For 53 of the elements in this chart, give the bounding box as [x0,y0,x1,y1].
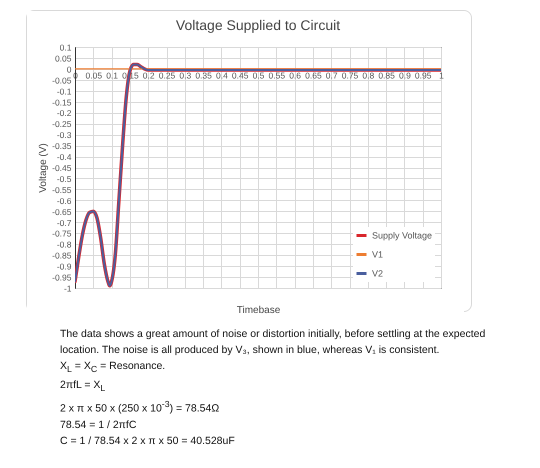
y-tick-label: -0.05 [52,75,72,86]
x-tick-label: 0.6 [289,70,302,80]
x-tick-label: 0.25 [158,70,176,80]
x-tick-label: 0.45 [232,70,249,80]
x-tick-label: 0.35 [195,70,212,80]
y-tick-label: -0.7 [56,218,72,228]
x-tick-label: 0.7 [326,70,338,80]
y-tick-label: -0.2 [56,108,72,118]
text: C = 1 / 78.54 x 2 x π x 50 = 40.528uF [60,434,236,449]
y-tick-label: -0.85 [52,250,72,261]
x-tick-label: 0.85 [378,70,396,80]
x-tick-label: 0.2 [142,70,155,80]
x-axis-title: Timebase [236,305,281,316]
text: X$_{L}$ = X$_{C}$ = Resonance. [60,359,166,376]
x-tick-label: 0.9 [398,70,412,80]
y-tick-label: -0.9 [56,262,72,272]
x-tick-label: 0.3 [179,70,192,80]
x-tick-label: 0.55 [268,70,286,80]
y-tick-label: 0.05 [54,53,72,64]
y-tick-label: -0.4 [56,152,72,162]
y-tick-label: 0.1 [60,42,72,52]
y-tick-label: -0.1 [56,86,72,96]
chart-title: Voltage Supplied to Circuit [176,17,340,33]
x-tick-label: 0.65 [305,70,322,80]
y-tick-label: -0.55 [52,184,72,195]
x-tick-label: 0.4 [216,70,228,80]
legend-label: V1 [372,250,384,260]
legend-label: V2 [372,268,384,278]
text: 78.54 = 1 / 2πfC [60,418,138,433]
y-tick-label: -0.8 [56,240,72,250]
x-tick-label: 0.05 [86,70,102,80]
text: 2 x π x 50 x (250 x 10$^{-3}$) = 78.54Ω [60,398,220,417]
legend-label: Supply Voltage [372,230,432,240]
y-tick-label: -0.95 [52,272,72,283]
x-tick-label: 1 [439,70,444,80]
y-axis-title: Voltage (V) [38,143,50,193]
y-tick-label: -1 [64,284,72,294]
y-tick-label: -0.3 [56,130,72,140]
text: 2πfL = X$_{L}$ [60,378,106,396]
y-tick-label: -0.15 [52,97,72,108]
y-tick-label: -0.65 [52,206,72,217]
text: The data shows a great amount of noise or distortion initially, before settling at the expected location. The noise is all produced by V₃, shown in blue, whereas V₁ is consistent. [60,327,486,358]
y-tick-label: -0.5 [56,174,72,184]
x-tick-label: 0.8 [362,70,374,80]
x-tick-label: 0.5 [252,70,265,80]
y-tick-label: -0.6 [56,196,72,206]
x-tick-label: 0.75 [342,70,359,80]
y-tick-label: -0.25 [52,119,72,130]
y-tick-label: -0.35 [52,141,72,152]
x-tick-label: 0.1 [106,70,118,80]
x-tick-label: 0.95 [414,70,432,80]
y-tick-label: -0.75 [52,228,72,239]
y-tick-label: -0.45 [52,163,72,173]
